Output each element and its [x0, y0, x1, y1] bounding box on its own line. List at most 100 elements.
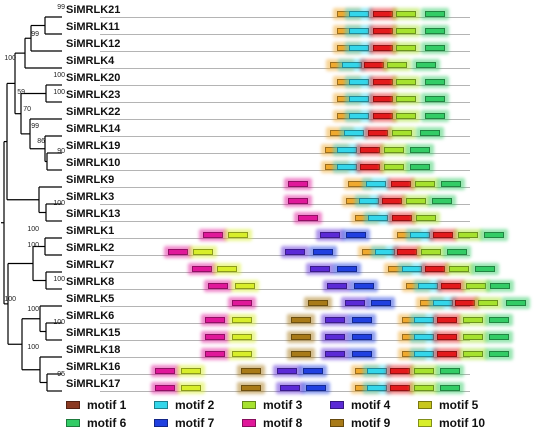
motif-9-box: [308, 300, 328, 306]
motif-9-box: [241, 368, 261, 374]
motif-8-box: [288, 181, 308, 187]
support-value: 100: [4, 296, 16, 303]
support-value: 100: [27, 306, 39, 313]
motif-10-box: [228, 232, 248, 238]
motif-4-box: [345, 300, 365, 306]
legend-label: motif 6: [87, 416, 127, 430]
motif-1-box: [441, 283, 461, 289]
legend-label: motif 9: [351, 416, 391, 430]
motif-6-box: [420, 130, 440, 136]
phylogenetic-tree: [1, 16, 62, 392]
motif-6-box: [425, 96, 445, 102]
motif-9-box: [241, 385, 261, 391]
motif-4-box: [285, 249, 305, 255]
motif-6-box: [441, 181, 461, 187]
motif-6-box: [425, 79, 445, 85]
gene-label: SiMRLK13: [66, 208, 121, 220]
support-value: 100: [53, 72, 65, 79]
gene-label: SiMRLK7: [66, 259, 115, 271]
motif-6-box: [489, 351, 509, 357]
gene-label: SiMRLK6: [66, 310, 115, 322]
legend-swatch: [418, 419, 432, 427]
motif-2-box: [349, 28, 369, 34]
motif-1-box: [373, 28, 393, 34]
sequence-line: [100, 51, 470, 52]
motif-3-box: [478, 300, 498, 306]
motif-3-box: [396, 45, 416, 51]
legend-swatch: [418, 401, 432, 409]
motif-6-box: [489, 317, 509, 323]
motif-7-box: [313, 249, 333, 255]
motif-2-box: [368, 215, 388, 221]
motif-6-box: [447, 249, 467, 255]
motif-2-box: [349, 96, 369, 102]
motif-7-box: [337, 266, 357, 272]
motif-3-box: [396, 28, 416, 34]
motif-1-box: [360, 147, 380, 153]
motif-6-box: [475, 266, 495, 272]
sequence-line: [100, 102, 470, 103]
motif-8-box: [205, 334, 225, 340]
legend-swatch: [242, 419, 256, 427]
legend-swatch: [154, 401, 168, 409]
motif-2-box: [418, 283, 438, 289]
support-value: 100: [53, 89, 65, 96]
motif-6-box: [440, 368, 460, 374]
motif-3-box: [396, 96, 416, 102]
motif-1-box: [364, 62, 384, 68]
legend-swatch: [154, 419, 168, 427]
motif-10-box: [181, 368, 201, 374]
motif-2-box: [414, 351, 434, 357]
motif-8-box: [205, 317, 225, 323]
sequence-line: [100, 289, 470, 290]
motif-8-box: [192, 266, 212, 272]
motif-10-box: [232, 351, 252, 357]
motif-4-box: [325, 351, 345, 357]
motif-2-box: [337, 164, 357, 170]
gene-label: SiMRLK17: [66, 378, 121, 390]
motif-2-box: [342, 62, 362, 68]
motif-1-box: [425, 266, 445, 272]
motif-9-box: [291, 334, 311, 340]
motif-6-box: [425, 113, 445, 119]
gene-label: SiMRLK8: [66, 276, 115, 288]
legend-swatch: [330, 401, 344, 409]
gene-label: SiMRLK21: [66, 4, 121, 16]
gene-label: SiMRLK3: [66, 191, 115, 203]
motif-7-box: [352, 317, 372, 323]
motif-8-box: [155, 385, 175, 391]
legend-swatch: [242, 401, 256, 409]
gene-label: SiMRLK18: [66, 344, 121, 356]
motif-1-box: [433, 232, 453, 238]
legend-swatch: [66, 401, 80, 409]
legend-swatch: [66, 419, 80, 427]
motif-7-box: [306, 385, 326, 391]
motif-1-box: [392, 215, 412, 221]
support-value: 90: [57, 148, 65, 155]
gene-label: SiMRLK23: [66, 89, 121, 101]
gene-label: SiMRLK22: [66, 106, 121, 118]
sequence-line: [100, 170, 470, 171]
sequence-line: [100, 340, 470, 341]
motif-2-box: [433, 300, 453, 306]
motif-3-box: [396, 113, 416, 119]
motif-3-box: [414, 368, 434, 374]
motif-1-box: [373, 79, 393, 85]
motif-1-box: [437, 334, 457, 340]
motif-10-box: [217, 266, 237, 272]
motif-4-box: [327, 283, 347, 289]
motif-2-box: [349, 45, 369, 51]
legend-label: motif 8: [263, 416, 303, 430]
support-value: 100: [27, 242, 39, 249]
support-value: 100: [27, 344, 39, 351]
motif-6-box: [440, 385, 460, 391]
motif-2-box: [344, 130, 364, 136]
motif-1-box: [455, 300, 475, 306]
motif-9-box: [291, 317, 311, 323]
motif-2-box: [367, 368, 387, 374]
legend-label: motif 10: [439, 416, 486, 430]
motif-2-box: [366, 181, 386, 187]
motif-1-box: [390, 368, 410, 374]
motif-6-box: [489, 334, 509, 340]
